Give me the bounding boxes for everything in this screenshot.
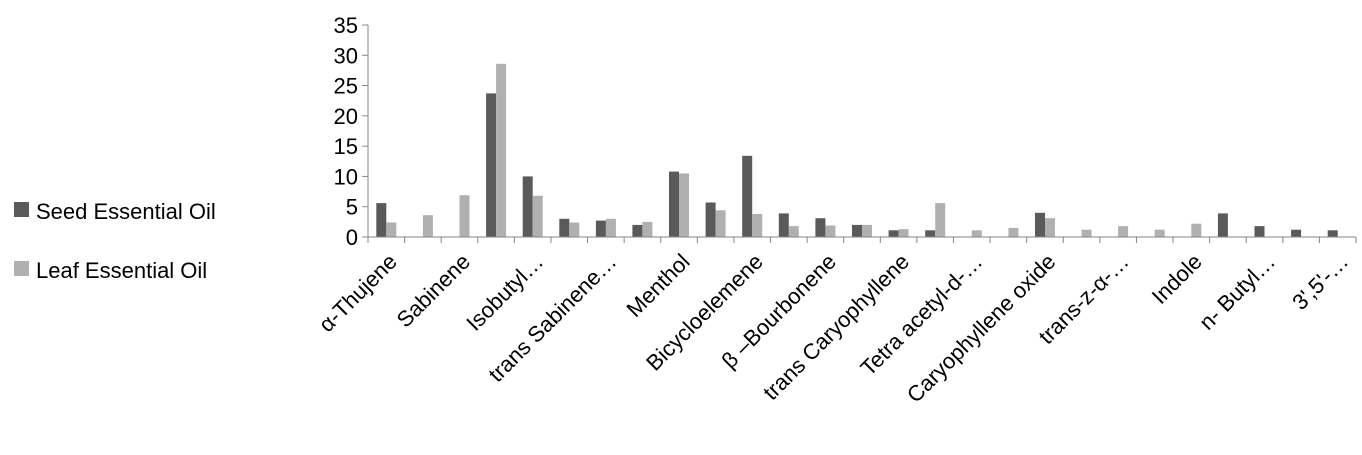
bar-leaf: [715, 210, 726, 237]
bar-seed: [705, 202, 716, 237]
bar-seed: [1217, 213, 1228, 237]
bar-seed: [376, 203, 387, 237]
y-tick-label: 0: [346, 225, 358, 250]
bar-leaf: [752, 214, 763, 237]
x-category-label: Tetra acetyl-d-…: [856, 249, 988, 381]
x-category-label: trans Sabinene…: [484, 249, 622, 387]
bar-seed: [1035, 212, 1045, 237]
bar-leaf: [532, 195, 543, 237]
bar-seed: [742, 155, 753, 237]
bar-leaf: [422, 215, 433, 237]
bar-leaf: [1081, 229, 1092, 237]
bar-leaf: [605, 218, 616, 237]
bar-leaf: [1154, 229, 1165, 237]
bar-seed: [632, 224, 643, 237]
bar-leaf: [898, 229, 909, 237]
bar-seed: [1291, 229, 1302, 237]
bar-leaf: [935, 203, 946, 237]
bar-seed: [669, 171, 679, 237]
bar-leaf: [1045, 218, 1055, 237]
bar-seed: [815, 218, 826, 237]
legend: Seed Essential Oil Leaf Essential Oil: [14, 199, 216, 283]
bar-seed: [925, 230, 936, 237]
legend-swatch-leaf: [14, 261, 29, 276]
bar-leaf: [825, 225, 836, 237]
x-category-label: Indole: [1147, 249, 1207, 309]
legend-label-seed: Seed Essential Oil: [36, 199, 216, 224]
bar-leaf: [569, 222, 580, 237]
x-category-label: n- Butyl…: [1194, 249, 1280, 335]
bar-leaf: [971, 230, 982, 237]
bar-seed: [888, 230, 899, 237]
bars: [376, 63, 1338, 238]
bar-leaf: [496, 63, 507, 237]
bar-leaf: [862, 224, 872, 237]
bar-leaf: [679, 173, 689, 237]
x-category-label: α-Thujene: [314, 249, 402, 337]
bar-leaf: [642, 221, 653, 237]
legend-swatch-seed: [14, 202, 29, 217]
y-tick-label: 30: [334, 43, 358, 68]
y-tick-label: 10: [334, 164, 358, 189]
bar-leaf: [1008, 227, 1019, 237]
x-axis: [367, 236, 1357, 243]
bar-seed: [522, 176, 533, 237]
y-tick-label: 25: [334, 74, 358, 99]
bar-leaf: [1191, 223, 1202, 237]
y-tick-label: 5: [346, 195, 358, 220]
y-tick-label: 15: [334, 134, 358, 159]
bar-seed: [1254, 226, 1265, 237]
bar-seed: [595, 220, 606, 237]
bar-seed: [778, 213, 789, 237]
bar-leaf: [788, 226, 799, 237]
bar-leaf: [1118, 226, 1129, 237]
y-tick-label: 20: [334, 104, 358, 129]
legend-label-leaf: Leaf Essential Oil: [36, 258, 207, 283]
bar-seed: [559, 218, 570, 237]
bar-seed: [1327, 230, 1338, 237]
bar-seed: [852, 224, 862, 237]
y-axis: 0 5 10 15 20 25 30 35: [334, 13, 369, 250]
bar-leaf: [459, 195, 470, 237]
y-tick-label: 35: [334, 13, 358, 38]
x-category-label: 3',5'-…: [1287, 249, 1353, 315]
bar-leaf: [386, 222, 397, 237]
x-category-label: Menthol: [622, 249, 695, 322]
bar-seed: [486, 93, 497, 238]
